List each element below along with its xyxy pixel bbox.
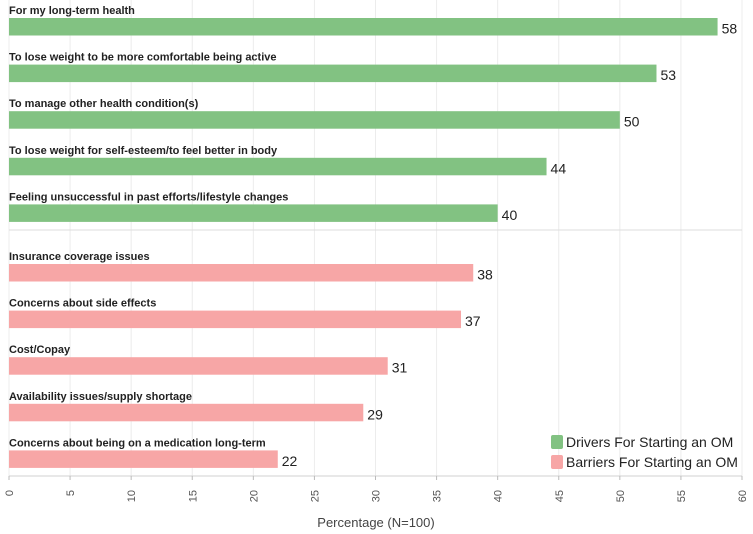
category-label: Cost/Copay	[9, 344, 71, 356]
legend: Drivers For Starting an OM Barriers For …	[551, 434, 738, 470]
bar	[9, 111, 620, 129]
tick-label: 0	[4, 490, 16, 496]
bar	[9, 357, 388, 375]
bar	[9, 157, 547, 176]
tick-label: 25	[309, 490, 321, 502]
category-label: Concerns about being on a medication lon…	[9, 437, 266, 449]
data-label: 58	[722, 21, 738, 37]
category-label: Availability issues/supply shortage	[9, 391, 192, 403]
data-label: 37	[465, 313, 481, 329]
data-label: 53	[660, 67, 676, 83]
bar	[9, 264, 474, 282]
category-label: For my long-term health	[9, 5, 135, 17]
tick-label: 30	[371, 490, 383, 502]
data-label: 38	[477, 267, 493, 283]
category-label: To manage other health condition(s)	[9, 98, 199, 110]
category-label: Insurance coverage issues	[9, 251, 150, 263]
legend-label-barriers: Barriers For Starting an OM	[566, 454, 738, 470]
tick-label: 20	[248, 490, 260, 502]
bar	[9, 64, 657, 83]
data-label: 40	[502, 207, 518, 223]
data-label: 22	[282, 453, 298, 469]
bar	[9, 310, 462, 329]
category-label: Feeling unsuccessful in past efforts/lif…	[9, 191, 288, 203]
bar	[9, 18, 718, 36]
category-label: To lose weight for self-esteem/to feel b…	[9, 145, 278, 157]
tick-label: 50	[615, 490, 627, 502]
tick-label: 60	[737, 490, 749, 502]
tick-label: 15	[187, 490, 199, 502]
bar	[9, 204, 498, 222]
x-axis: 0 5 10 15 20 25 30 35 40 45 50 55 60	[4, 475, 749, 502]
bars: For my long-term health 58 To lose weight …	[9, 5, 737, 469]
bar	[9, 450, 278, 468]
data-label: 31	[392, 360, 408, 376]
category-label: Concerns about side effects	[9, 298, 156, 310]
bar	[9, 403, 364, 422]
tick-label: 40	[493, 490, 505, 502]
legend-swatch-barriers	[551, 455, 563, 469]
legend-swatch-drivers	[551, 435, 563, 449]
legend-label-drivers: Drivers For Starting an OM	[566, 434, 733, 450]
data-label: 29	[367, 406, 383, 422]
tick-label: 10	[126, 490, 138, 502]
tick-label: 45	[554, 490, 566, 502]
x-axis-title: Percentage (N=100)	[317, 515, 434, 530]
category-label: To lose weight to be more comfortable be…	[9, 52, 277, 64]
data-label: 50	[624, 114, 640, 130]
data-label: 44	[551, 160, 567, 176]
tick-label: 5	[65, 490, 77, 496]
tick-label: 55	[676, 490, 688, 502]
tick-label: 35	[432, 490, 444, 502]
